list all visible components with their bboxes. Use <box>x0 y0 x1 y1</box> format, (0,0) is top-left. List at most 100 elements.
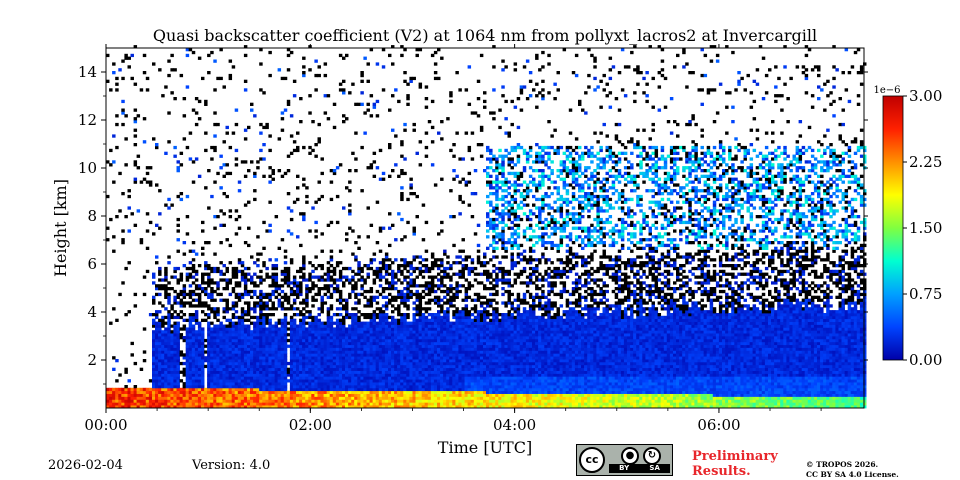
heatmap-cell <box>259 281 263 285</box>
heatmap-cell <box>437 393 441 397</box>
heatmap-cell <box>292 330 297 334</box>
heatmap-cell <box>332 341 337 346</box>
heatmap-cell <box>170 396 174 400</box>
heatmap-cell <box>351 313 355 317</box>
heatmap-cell <box>351 364 355 369</box>
heatmap-cell <box>406 373 410 377</box>
heatmap-cell <box>391 287 395 291</box>
heatmap-cell <box>158 336 162 340</box>
heatmap-cell <box>412 192 416 196</box>
heatmap-cell <box>243 292 248 297</box>
heatmap-cell <box>354 324 358 328</box>
heatmap-cell <box>118 390 122 394</box>
heatmap-cell <box>219 223 223 227</box>
heatmap-cell <box>464 180 469 184</box>
heatmap-cell <box>292 361 297 366</box>
heatmap-cell <box>219 367 223 371</box>
heatmap-cell <box>311 367 315 371</box>
heatmap-cell <box>155 324 159 328</box>
heatmap-cell <box>369 321 374 325</box>
heatmap-cell <box>449 189 453 193</box>
heatmap-cell <box>158 330 162 334</box>
heatmap-cell <box>259 62 263 66</box>
heatmap-cell <box>433 327 438 331</box>
heatmap-cell <box>228 327 233 331</box>
heatmap-cell <box>421 318 426 322</box>
heatmap-cell <box>145 405 150 409</box>
heatmap-cell <box>440 336 444 340</box>
heatmap-cell <box>314 220 318 225</box>
heatmap-cell <box>173 301 177 305</box>
heatmap-cell <box>446 321 450 325</box>
heatmap-cell <box>308 347 312 351</box>
heatmap-cell <box>345 330 349 334</box>
heatmap-cell <box>289 356 294 360</box>
heatmap-cell <box>216 367 220 371</box>
heatmap-cell <box>470 350 475 354</box>
heatmap-cell <box>274 307 279 311</box>
heatmap-cell <box>403 171 407 176</box>
heatmap-cell <box>194 387 199 392</box>
heatmap-cell <box>176 364 180 369</box>
heatmap-cell <box>461 341 465 346</box>
heatmap-cell <box>397 266 401 271</box>
heatmap-cell <box>167 356 171 360</box>
heatmap-cell <box>400 405 404 409</box>
heatmap-cell <box>250 387 254 392</box>
heatmap-cell <box>421 313 426 317</box>
heatmap-cell <box>335 405 340 409</box>
heatmap-cell <box>342 307 346 311</box>
heatmap-cell <box>415 310 419 314</box>
heatmap-cell <box>142 390 147 394</box>
heatmap-cell <box>152 347 156 351</box>
heatmap-cell <box>185 382 190 386</box>
heatmap-cell <box>452 143 456 147</box>
heatmap-cell <box>443 272 447 276</box>
heatmap-cell <box>320 310 324 314</box>
heatmap-cell <box>259 373 263 377</box>
heatmap-cell <box>418 385 423 389</box>
heatmap-cell <box>201 376 205 380</box>
heatmap-cell <box>323 385 328 389</box>
heatmap-cell <box>409 289 413 294</box>
heatmap-cell <box>106 399 110 403</box>
heatmap-cell <box>430 341 435 346</box>
heatmap-cell <box>360 373 364 377</box>
heatmap-cell <box>155 367 159 371</box>
heatmap-cell <box>412 382 416 386</box>
heatmap-cell <box>259 304 263 308</box>
heatmap-cell <box>213 315 217 320</box>
heatmap-cell <box>348 359 352 363</box>
heatmap-cell <box>210 157 214 161</box>
heatmap-cell <box>326 287 331 291</box>
heatmap-cell <box>424 387 429 392</box>
heatmap-cell <box>351 385 355 389</box>
heatmap-cell <box>354 321 358 325</box>
heatmap-cell <box>280 341 285 346</box>
heatmap-cell <box>127 56 131 60</box>
heatmap-cell <box>243 301 248 305</box>
heatmap-cell <box>360 379 364 383</box>
heatmap-cell <box>225 171 229 176</box>
heatmap-cell <box>403 399 407 403</box>
heatmap-cell <box>191 376 196 380</box>
heatmap-cell <box>188 344 193 348</box>
heatmap-cell <box>452 177 456 181</box>
heatmap-cell <box>400 361 404 366</box>
heatmap-cell <box>323 393 328 397</box>
heatmap-cell <box>391 361 395 366</box>
heatmap-cell <box>225 327 229 331</box>
heatmap-cell <box>155 359 159 363</box>
heatmap-cell <box>335 341 340 346</box>
heatmap-cell <box>240 393 245 397</box>
heatmap-cell <box>345 364 349 369</box>
heatmap-cell <box>326 341 331 346</box>
heatmap-cell <box>283 338 288 343</box>
heatmap-cell <box>286 298 291 302</box>
heatmap-cell <box>299 330 303 334</box>
heatmap-cell <box>231 327 236 331</box>
heatmap-cell <box>311 344 315 348</box>
heatmap-cell <box>259 318 263 322</box>
heatmap-cell <box>292 284 297 288</box>
heatmap-cell <box>231 356 236 360</box>
